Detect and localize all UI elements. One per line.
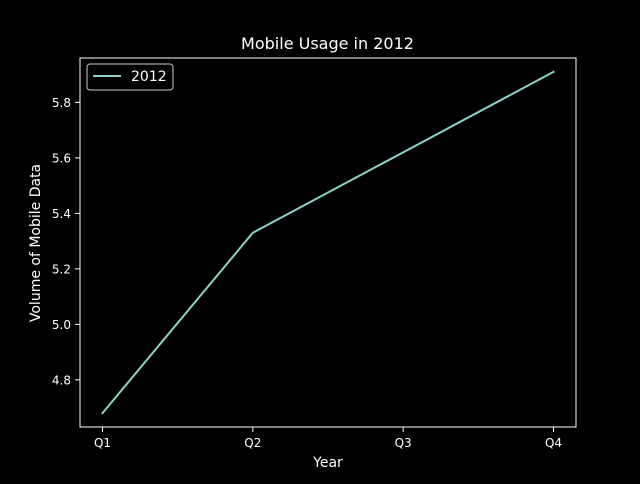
x-axis-label: Year <box>312 455 343 471</box>
x-tick-label: Q1 <box>94 436 111 450</box>
legend-box <box>86 63 174 91</box>
x-tick-label: Q3 <box>395 436 412 450</box>
x-tick-label: Q2 <box>244 436 261 450</box>
plot-area-frame <box>79 57 577 428</box>
y-tick-label: 5.0 <box>52 318 71 332</box>
series-layer <box>101 70 555 415</box>
y-tick-label: 5.8 <box>52 96 71 110</box>
y-axis-ticks: 4.8 5.0 5.2 5.4 5.6 5.8 <box>52 96 80 387</box>
y-tick-label: 4.8 <box>52 373 71 387</box>
y-axis-label: Volume of Mobile Data <box>28 164 44 322</box>
series-line-2012 <box>101 70 555 415</box>
chart-title: Mobile Usage in 2012 <box>241 34 414 53</box>
legend-label-2012: 2012 <box>131 69 167 85</box>
legend: 2012 <box>86 63 174 91</box>
x-tick-label: Q4 <box>545 436 562 450</box>
x-axis-ticks: Q1 Q2 Q3 Q4 <box>94 427 562 450</box>
y-tick-label: 5.6 <box>52 151 71 165</box>
y-tick-label: 5.4 <box>52 207 71 221</box>
y-tick-label: 5.2 <box>52 262 71 276</box>
